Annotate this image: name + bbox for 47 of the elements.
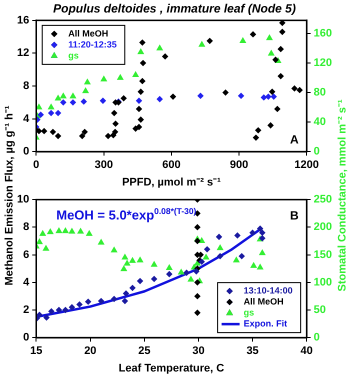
x-tick-label: 30 [192,345,205,358]
legend-label: All MeOH [68,28,108,38]
y-tick-label: 6 [23,248,30,261]
y2-tick-label: 100 [314,276,332,288]
y2-tick-label: 150 [314,248,332,261]
y-tick-label: 0 [23,332,30,344]
legend-label: 13:10-14:00 [244,286,293,296]
x-tick-label: 1200 [294,159,319,172]
y2-tick-label: 40 [314,116,326,128]
y-tick-label: 4 [23,276,30,288]
legend-label: gs [244,308,254,318]
y2-tick-label: 50 [314,304,326,316]
y2-axis-title: Stomatal Conductance, mmol m⁻² s⁻¹ [336,100,348,292]
y2-tick-label: 200 [314,221,332,234]
x-axis-title: PPFD, µmol m⁻² s⁻¹ [122,176,222,188]
annotation: A [290,132,299,147]
legend-label: gs [68,50,79,60]
y-tick-label: 16 [16,14,30,26]
x-tick-label: 20 [84,345,96,358]
y2-tick-label: 120 [314,57,332,70]
legend-label: All MeOH [244,296,284,307]
chart-title: Populus deltoides , immature leaf (Node 5) [53,2,296,16]
y2-tick-label: 250 [314,194,332,206]
x-tick-label: 15 [30,345,42,358]
legend-label: 11:20-12:35 [68,39,117,50]
y-tick-label: 8 [23,221,30,234]
x-axis-title: Leaf Temperature, C [118,362,224,374]
y-tick-label: 12 [16,47,30,60]
y-tick-label: 2 [23,304,30,316]
y-tick-label: 8 [23,80,30,92]
x-tick-label: 900 [230,159,248,172]
y-tick-label: 4 [23,112,30,125]
x-tick-label: 0 [33,159,40,172]
y-axis-title: Methanol Emission Flux, µg g⁻¹ h⁻¹ [2,106,16,286]
annotation: B [290,208,299,223]
x-tick-label: 600 [162,159,181,172]
x-tick-label: 300 [94,159,114,172]
x-tick-label: 25 [138,345,151,358]
y2-tick-label: 160 [314,28,332,40]
y-tick-label: 10 [16,194,30,206]
x-tick-label: 35 [246,345,259,358]
y-tick-label: 0 [23,146,30,158]
y2-tick-label: 0 [314,332,320,344]
x-tick-label: 40 [300,345,313,358]
legend-label: Expon. Fit [244,318,288,329]
y2-tick-label: 0 [314,146,320,158]
y2-tick-label: 80 [314,86,326,99]
